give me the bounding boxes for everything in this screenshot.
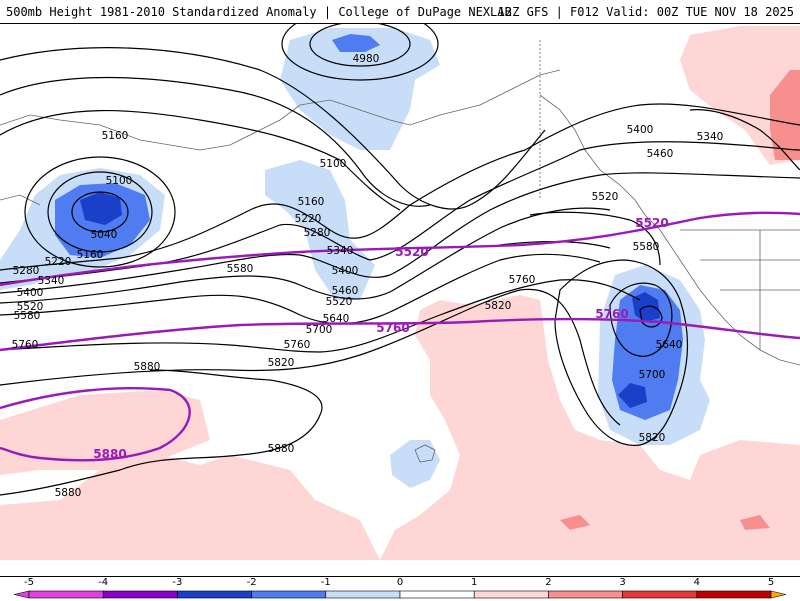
climo-label: 5760 xyxy=(376,321,409,335)
contour-label: 5580 xyxy=(633,241,660,253)
anomaly-map: 4980 5040 5100 5100 5160 5160 5160 5220 … xyxy=(0,24,800,576)
contour-label: 5640 xyxy=(656,339,683,351)
colorbar-tick-label: 1 xyxy=(471,577,478,588)
colorbar-max-extend xyxy=(770,590,787,599)
contour-label: 5580 xyxy=(14,310,41,322)
contour-label: 5340 xyxy=(38,275,65,287)
colorbar-tick-label: 2 xyxy=(545,577,552,588)
colorbar-svg xyxy=(13,590,787,599)
contour-label: 5400 xyxy=(17,287,44,299)
colorbar-tick-label: 3 xyxy=(619,577,626,588)
colorbar-swatch xyxy=(28,590,104,599)
contour-label: 5880 xyxy=(55,487,82,499)
colorbar-min-extend xyxy=(13,590,30,599)
contour-label: 5340 xyxy=(327,245,354,257)
colorbar-tick-label: 0 xyxy=(396,577,404,588)
contour-label: 5520 xyxy=(326,296,353,308)
colorbar-swatch xyxy=(473,590,549,599)
colorbar-swatch xyxy=(696,590,772,599)
positive-anomaly-west2 xyxy=(0,390,210,475)
contour-label: 5820 xyxy=(485,300,512,312)
contour-label: 5220 xyxy=(45,256,72,268)
contour-label: 5760 xyxy=(12,339,39,351)
contour-label: 5400 xyxy=(627,124,654,136)
contour-label: 5100 xyxy=(106,175,133,187)
negative-anomaly-northwest-low-inner xyxy=(80,192,122,225)
contour-label: 5460 xyxy=(332,285,359,297)
climatology-labels: 5520 5520 5760 5760 5880 xyxy=(93,216,668,461)
climo-label: 5520 xyxy=(635,216,668,230)
contour-label: 5040 xyxy=(91,229,118,241)
map-title: 500mb Height 1981-2010 Standardized Anom… xyxy=(6,5,512,19)
contour-label: 5100 xyxy=(320,158,347,170)
colorbar-swatch xyxy=(325,590,401,599)
contour-label: 5580 xyxy=(227,263,254,275)
climo-label: 5880 xyxy=(93,447,126,461)
colorbar: -5 -4 -3 -2 -1 0 1 2 3 4 5 xyxy=(0,576,800,600)
colorbar-swatch xyxy=(548,590,623,599)
contour-label: 5160 xyxy=(77,249,104,261)
positive-anomaly-west xyxy=(0,455,380,560)
negative-anomaly-center xyxy=(265,160,375,300)
contour-label: 5520 xyxy=(17,301,44,313)
contour-labels: 4980 5040 5100 5100 5160 5160 5160 5220 … xyxy=(12,53,724,499)
colorbar-tick-label: -3 xyxy=(172,577,183,588)
contour-label: 5700 xyxy=(639,369,666,381)
positive-anomaly-northeast xyxy=(680,26,800,165)
contour-label: 5220 xyxy=(295,213,322,225)
contour-label: 5280 xyxy=(13,265,40,277)
anomaly-shading xyxy=(0,26,800,560)
contour-label: 5880 xyxy=(268,443,295,455)
colorbar-tick-label: -5 xyxy=(24,577,34,588)
map-header: 500mb Height 1981-2010 Standardized Anom… xyxy=(0,0,800,24)
contour-label: 5520 xyxy=(592,191,619,203)
negative-anomaly-pacific-hawaii xyxy=(390,440,440,488)
contour-label: 5820 xyxy=(268,357,295,369)
height-contours xyxy=(0,24,800,496)
positive-anomaly-northeast-strong xyxy=(770,70,800,160)
contour-label: 5160 xyxy=(102,130,129,142)
contour-label: 5820 xyxy=(639,432,666,444)
contour-label: 5460 xyxy=(647,148,674,160)
climo-label: 5520 xyxy=(395,245,428,259)
colorbar-tick-label: -2 xyxy=(246,577,257,588)
colorbar-tick-label: -1 xyxy=(320,577,331,588)
contour-label: 4980 xyxy=(353,53,380,65)
coastlines xyxy=(0,40,800,463)
colorbar-swatch xyxy=(177,590,252,599)
negative-anomaly-gulf-alaska-high xyxy=(280,28,440,150)
colorbar-swatch xyxy=(399,590,475,599)
contour-label: 5340 xyxy=(697,131,724,143)
colorbar-swatch xyxy=(102,590,178,599)
colorbar-tick-label: 5 xyxy=(767,577,775,588)
positive-anomaly-pacific-south xyxy=(380,295,800,560)
contour-label: 5880 xyxy=(134,361,161,373)
contour-label: 5160 xyxy=(298,196,325,208)
contour-label: 5640 xyxy=(323,313,350,325)
contour-label: 5760 xyxy=(509,274,536,286)
colorbar-swatch xyxy=(622,590,698,599)
climo-label: 5760 xyxy=(595,307,628,321)
model-run-info: 12Z GFS | F012 Valid: 00Z TUE NOV 18 202… xyxy=(497,5,794,19)
colorbar-swatch xyxy=(251,590,327,599)
colorbar-tick-label: 4 xyxy=(693,577,700,588)
contour-label: 5700 xyxy=(306,324,333,336)
contour-label: 5280 xyxy=(304,227,331,239)
climatology-contours xyxy=(0,211,800,462)
contour-label: 5760 xyxy=(284,339,311,351)
colorbar-tick-label: -4 xyxy=(98,577,109,588)
contour-label: 5400 xyxy=(332,265,359,277)
